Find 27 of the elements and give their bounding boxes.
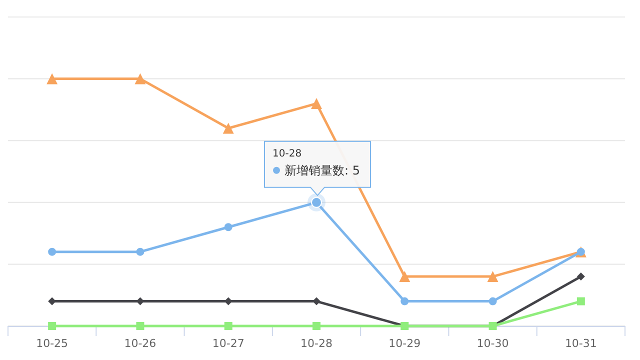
point [487,271,498,282]
point [224,223,232,232]
x-tick-label: 10-26 [124,337,156,350]
point [312,322,320,330]
point [224,322,232,330]
point [400,297,409,306]
point [312,297,320,306]
point [576,297,585,306]
point [48,322,56,330]
point [488,297,497,306]
point [399,271,410,282]
x-tick-label: 10-25 [36,337,68,350]
point [46,73,58,84]
point [136,322,144,330]
x-tick-label: 10-27 [212,337,244,350]
point [134,73,146,84]
annotation: 10-28 [272,148,302,160]
x-tick-label: 10-29 [388,337,421,350]
x-tick-label: 10-30 [476,337,509,350]
x-tick-label: 10-31 [564,337,597,350]
x-tick-label: 10-28 [300,337,332,350]
point [576,272,585,281]
annotation: 新增销量数: 5 [284,163,360,178]
point [48,248,56,256]
point [311,98,322,110]
point [222,122,234,134]
point [136,248,144,256]
